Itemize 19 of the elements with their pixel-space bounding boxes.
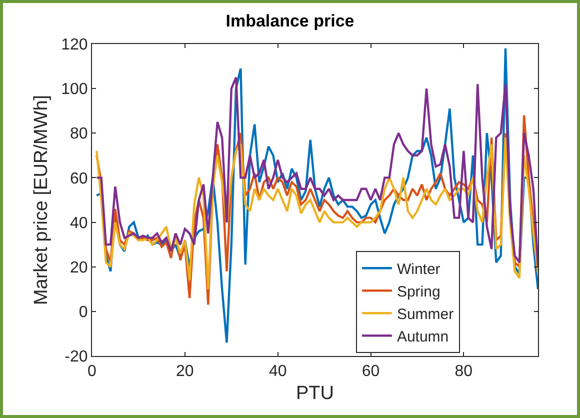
- legend-label: Autumn: [396, 328, 449, 346]
- x-tick-label: 60: [362, 363, 380, 380]
- y-tick-label: 80: [70, 126, 88, 143]
- x-tick-label: 80: [454, 363, 473, 380]
- y-axis-title: Market price [EUR/MWh]: [30, 94, 52, 306]
- chart-title: Imbalance price: [226, 12, 354, 31]
- x-tick-label: 20: [176, 363, 194, 380]
- y-tick-label: 100: [61, 81, 88, 98]
- y-tick-label: 0: [78, 304, 88, 322]
- legend-label: Spring: [396, 283, 440, 300]
- y-tick-label: -20: [64, 348, 88, 366]
- legend-label: Summer: [396, 306, 454, 323]
- y-tick-label: 120: [61, 36, 88, 54]
- x-tick-label: 40: [268, 363, 287, 380]
- legend-label: Winter: [396, 260, 440, 278]
- y-tick-label: 20: [70, 259, 88, 276]
- x-axis-title: PTU: [296, 383, 334, 404]
- y-tick-label: 40: [70, 214, 88, 232]
- y-tick-label: 60: [70, 170, 88, 188]
